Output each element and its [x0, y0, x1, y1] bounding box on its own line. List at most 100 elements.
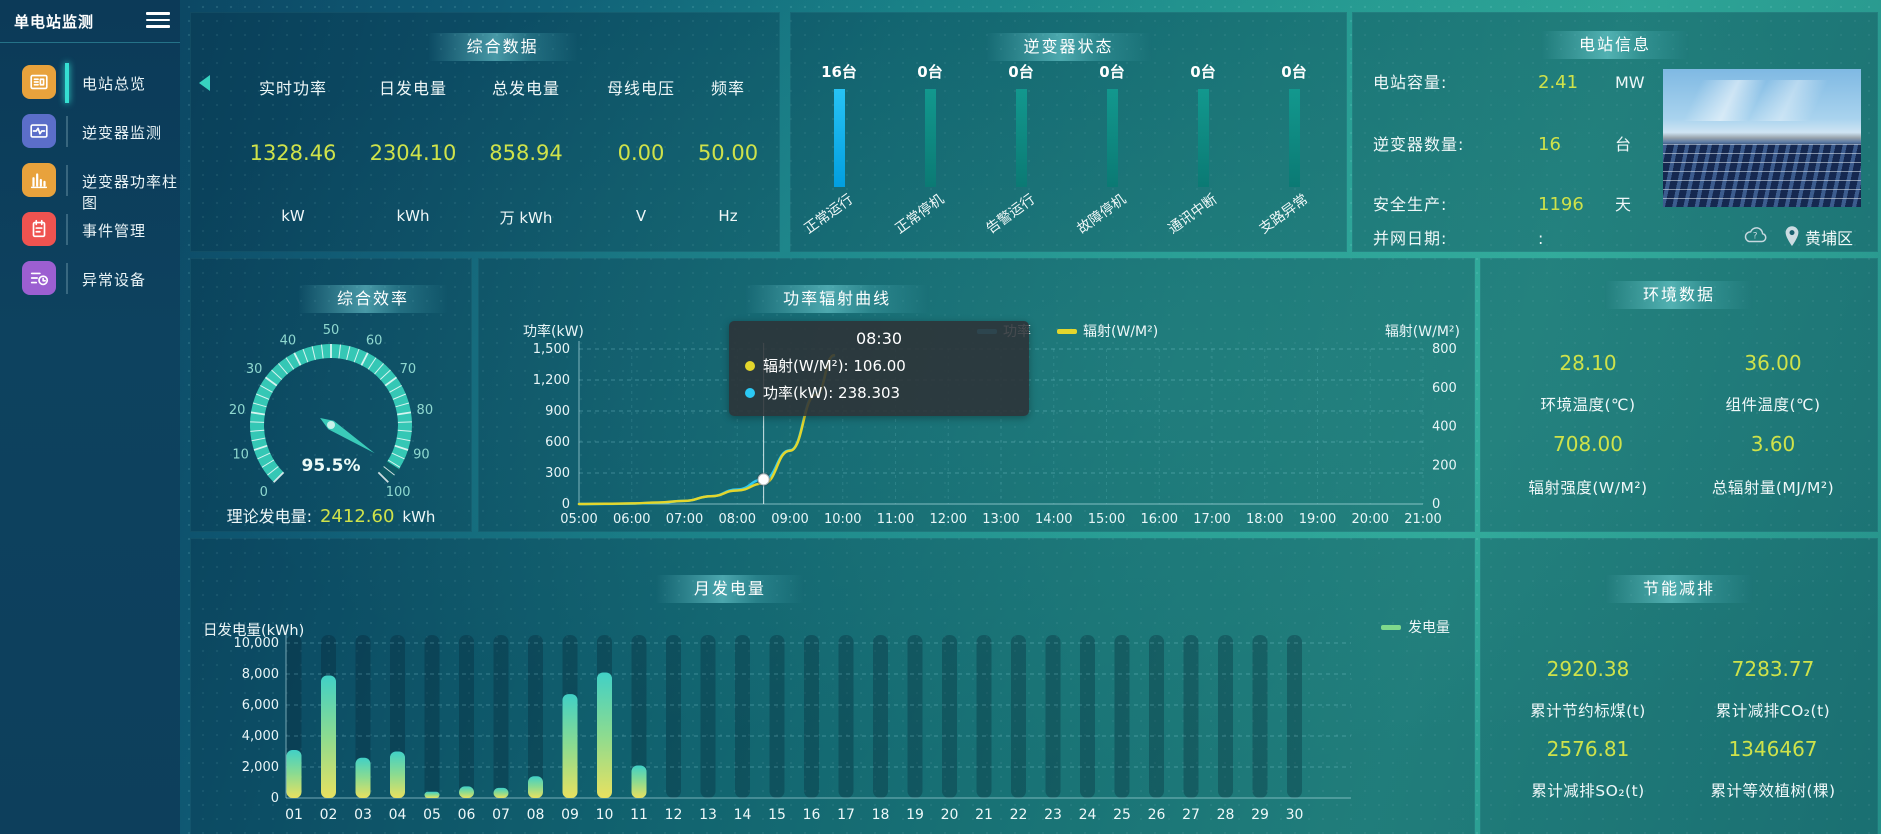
svg-text:14: 14 [734, 807, 752, 823]
svg-text:16:00: 16:00 [1141, 512, 1178, 527]
svg-text:17:00: 17:00 [1193, 512, 1230, 527]
svg-text:300: 300 [545, 466, 570, 481]
trees-equivalent-value: 1346467 [1728, 737, 1818, 761]
sidebar-item-label: 逆变器功率柱图 [82, 173, 179, 212]
svg-text:08:00: 08:00 [719, 512, 756, 527]
svg-text:26: 26 [1148, 807, 1166, 823]
panel-title: 环境数据 [1604, 281, 1754, 309]
sidebar: 单电站监测 电站总览 逆变器监测 逆变器功率柱图 [0, 0, 180, 834]
panel-title: 电站信息 [1540, 31, 1690, 59]
svg-text:30: 30 [1286, 807, 1304, 823]
svg-text:06:00: 06:00 [613, 512, 650, 527]
svg-text:400: 400 [1432, 420, 1457, 435]
svg-text:80: 80 [417, 403, 434, 418]
svg-text:18: 18 [872, 807, 890, 823]
svg-text:18:00: 18:00 [1246, 512, 1283, 527]
weather-cloud-icon[interactable]: ? [1741, 225, 1771, 247]
panel-station-info: 电站信息 电站容量: 2.41 MW 逆变器数量: 16 台 安全生产: 119… [1352, 12, 1878, 252]
trees-equivalent-label: 累计等效植树(棵) [1710, 782, 1836, 800]
left-axis-name: 功率(kW) [523, 324, 584, 340]
legend-swatch [1381, 624, 1401, 630]
metric-total-energy: 总发电量 858.94 万 kWh [461, 75, 591, 228]
inverter-status-branch-abnormal: 0台 支路异常 [1256, 63, 1312, 238]
power-radiation-line-chart[interactable]: 05:00 06:00 07:00 08:00 09:00 10:00 11:00 12:00… [479, 259, 1474, 531]
so2-reduced-value: 2576.81 [1546, 737, 1630, 761]
panel-power-radiation-curve[interactable]: 功率辐射曲线 功率(kW) 辐射(W/M²) 功率 辐射(W/M²) 05:00… [478, 258, 1475, 532]
svg-text:50: 50 [323, 323, 340, 338]
monthly-energy-bar-chart[interactable]: 01 02 03 04 05 06 07 08 09 10 11 12 13 14 15 16 17 18 19 20… [191, 539, 1474, 834]
bar-chart-icon [22, 163, 56, 197]
coal-saved-label: 累计节约标煤(t) [1530, 702, 1646, 720]
sidebar-item-inverter-monitor[interactable]: 逆变器监测 [0, 107, 180, 156]
panel-environment-data: 环境数据 28.10 36.00 环境温度(℃) 组件温度(℃) 708.00 … [1480, 258, 1878, 532]
status-bar [1288, 89, 1300, 187]
svg-text:10:00: 10:00 [824, 512, 861, 527]
svg-text:17: 17 [837, 807, 855, 823]
svg-text:8,000: 8,000 [242, 667, 279, 682]
abnormal-list-icon [22, 261, 56, 295]
legend-radiation[interactable]: 辐射(W/M²) [1057, 321, 1158, 341]
photo-solar-panels [1663, 143, 1861, 207]
panel-title: 逆变器状态 [985, 33, 1152, 61]
svg-text:29: 29 [1251, 807, 1269, 823]
svg-text:70: 70 [400, 362, 417, 377]
svg-text:4,000: 4,000 [242, 729, 279, 744]
sidebar-item-station-overview[interactable]: 电站总览 [0, 58, 180, 107]
svg-text:95.5%: 95.5% [302, 456, 361, 476]
svg-text:01: 01 [285, 807, 303, 823]
svg-text:0: 0 [271, 791, 279, 806]
svg-text:13:00: 13:00 [982, 512, 1019, 527]
sidebar-item-label: 电站总览 [82, 75, 147, 93]
panel-title: 综合效率 [298, 285, 448, 313]
svg-text:60: 60 [366, 333, 383, 348]
sidebar-item-label: 逆变器监测 [82, 124, 163, 142]
status-bar [833, 89, 845, 187]
panel-title: 节能减排 [1604, 575, 1754, 603]
svg-text:600: 600 [545, 435, 570, 450]
svg-text:28: 28 [1217, 807, 1235, 823]
item-divider [66, 165, 68, 196]
theoretical-energy-row: 理论发电量: 2412.60 kWh [226, 506, 436, 527]
sidebar-item-label: 异常设备 [82, 271, 147, 289]
hamburger-menu-icon[interactable] [146, 12, 170, 30]
legend-swatch [1057, 328, 1077, 334]
svg-text:1,200: 1,200 [533, 373, 570, 388]
sidebar-item-abnormal-devices[interactable]: 异常设备 [0, 254, 180, 303]
co2-reduced-value: 7283.77 [1731, 657, 1815, 681]
power-dot-icon [745, 387, 755, 398]
photo-clouds [1682, 80, 1852, 122]
sidebar-item-event-management[interactable]: 事件管理 [0, 205, 180, 254]
svg-text:22: 22 [1010, 807, 1028, 823]
module-temperature-label: 组件温度(℃) [1725, 396, 1821, 414]
monthly-legend[interactable]: 发电量 [1381, 617, 1450, 637]
svg-text:14:00: 14:00 [1035, 512, 1072, 527]
metric-value: 858.94 [489, 141, 563, 165]
inverter-status-normal-running: 16台 正常运行 [801, 63, 857, 238]
tooltip-power: 功率(kW): 238.303 [729, 379, 1029, 406]
panel-efficiency: 综合效率 0 10 20 30 40 50 60 70 80 90 100 95.5% 理论发电量: … [190, 258, 472, 532]
metric-frequency: 频率 50.00 Hz [663, 75, 793, 225]
panel-inverter-status[interactable]: 逆变器状态 16台 正常运行 0台 正常停机 0台 告警运行 0台 故障停机 0… [790, 12, 1347, 252]
svg-text:10: 10 [232, 447, 249, 462]
status-bar [1015, 89, 1027, 187]
efficiency-gauge: 0 10 20 30 40 50 60 70 80 90 100 95.5% [229, 323, 434, 500]
sidebar-item-inverter-power-bars[interactable]: 逆变器功率柱图 [0, 156, 180, 212]
overview-icon [22, 65, 56, 99]
module-temperature-value: 36.00 [1744, 351, 1802, 375]
svg-text:27: 27 [1182, 807, 1200, 823]
status-bar [1106, 89, 1118, 187]
collapse-left-arrow-icon[interactable] [199, 75, 210, 91]
metric-value: 1328.46 [249, 141, 337, 165]
svg-text:40: 40 [280, 333, 297, 348]
svg-text:20: 20 [229, 403, 246, 418]
panel-monthly-energy[interactable]: 月发电量 日发电量(kWh) 发电量 01 02 03 04 05 06 07 08 09 10 1… [190, 538, 1475, 834]
svg-text:06: 06 [458, 807, 476, 823]
station-photo [1663, 69, 1861, 207]
metric-unit: 万 kWh [499, 209, 553, 227]
svg-text:600: 600 [1432, 381, 1457, 396]
inverter-status-fault-stop: 0台 故障停机 [1074, 63, 1130, 238]
total-radiation-value: 3.60 [1750, 432, 1796, 456]
item-divider [66, 116, 68, 147]
active-indicator [65, 63, 69, 103]
svg-text:13: 13 [699, 807, 717, 823]
